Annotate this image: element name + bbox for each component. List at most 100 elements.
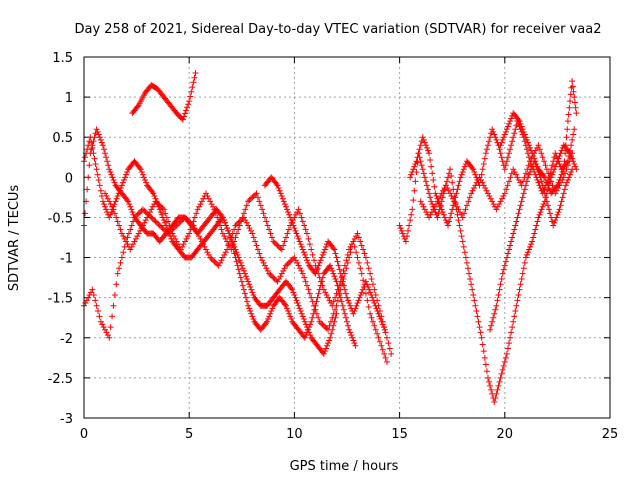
data-point — [295, 262, 302, 269]
data-point — [298, 214, 305, 221]
data-point — [408, 211, 415, 218]
data-point — [374, 308, 381, 315]
data-point — [116, 265, 123, 272]
data-point — [519, 194, 526, 201]
data-point — [468, 281, 475, 288]
data-point — [503, 254, 510, 261]
data-point — [339, 278, 346, 285]
data-point — [511, 226, 518, 233]
data-point — [423, 144, 430, 151]
data-point — [103, 154, 110, 161]
data-points — [81, 70, 580, 405]
data-point — [347, 249, 354, 256]
data-point — [134, 233, 141, 240]
data-point — [217, 259, 224, 266]
data-point — [96, 313, 103, 320]
data-point — [92, 297, 99, 304]
data-point — [405, 227, 412, 234]
data-point — [465, 198, 472, 205]
data-point — [520, 128, 527, 135]
data-point — [321, 348, 328, 355]
data-point — [239, 214, 246, 221]
data-point — [106, 198, 113, 205]
data-point — [478, 334, 485, 341]
data-point — [305, 235, 312, 242]
data-point — [547, 210, 554, 217]
data-point — [253, 190, 260, 197]
data-point — [420, 170, 427, 177]
data-point — [500, 266, 507, 273]
data-point — [174, 241, 181, 248]
data-point — [535, 142, 542, 149]
data-point — [97, 187, 104, 194]
data-point — [435, 210, 442, 217]
data-point — [466, 194, 473, 201]
data-point — [248, 286, 255, 293]
data-point — [247, 195, 254, 202]
data-point — [571, 160, 578, 167]
data-point — [350, 310, 357, 317]
data-point — [284, 206, 291, 213]
data-point — [492, 134, 499, 141]
data-point — [518, 123, 525, 130]
data-point — [333, 254, 340, 261]
data-point — [376, 313, 383, 320]
series-track-h — [407, 118, 578, 229]
data-point — [483, 368, 490, 375]
data-point — [92, 160, 99, 167]
data-point — [530, 152, 537, 159]
data-point — [508, 329, 515, 336]
data-point — [353, 302, 360, 309]
data-point — [134, 211, 141, 218]
data-point — [556, 206, 563, 213]
data-point — [279, 195, 286, 202]
data-point — [288, 217, 295, 224]
data-point — [297, 308, 304, 315]
data-point — [340, 267, 347, 274]
data-point — [297, 265, 304, 272]
data-point — [425, 186, 432, 193]
data-point — [543, 166, 550, 173]
data-point — [332, 250, 339, 257]
axis-ticks: 0 5 10 15 20 25 1.5 1 0.5 0 -0.5 -1 -1.5 -2 -2.5 -3 — [48, 51, 619, 442]
data-point — [332, 294, 339, 301]
data-point — [84, 146, 91, 153]
data-point — [158, 203, 165, 210]
data-point — [556, 177, 563, 184]
data-point — [139, 171, 146, 178]
data-point — [326, 297, 333, 304]
data-point — [292, 257, 299, 264]
data-point — [319, 282, 326, 289]
data-point — [502, 354, 509, 361]
data-point — [511, 313, 518, 320]
data-point — [184, 217, 191, 224]
data-point — [502, 258, 509, 265]
data-point — [403, 233, 410, 240]
data-point — [127, 203, 134, 210]
y-tick-label: 1 — [65, 91, 73, 106]
data-point — [462, 254, 469, 261]
data-point — [111, 210, 118, 217]
data-point — [459, 214, 466, 221]
data-point — [538, 178, 545, 185]
data-point — [432, 190, 439, 197]
data-point — [252, 238, 259, 245]
data-point — [422, 142, 429, 149]
data-point — [145, 211, 152, 218]
x-tick-label: 15 — [391, 427, 408, 442]
data-point — [294, 300, 301, 307]
data-point — [351, 308, 358, 315]
data-point — [117, 259, 124, 266]
data-point — [346, 326, 353, 333]
data-point — [243, 202, 250, 209]
data-point — [517, 179, 524, 186]
data-point — [423, 209, 430, 216]
data-point — [438, 190, 445, 197]
data-point — [281, 301, 288, 308]
data-point — [447, 166, 454, 173]
data-point — [212, 210, 219, 217]
data-point — [425, 147, 432, 154]
data-point — [247, 227, 254, 234]
data-point — [486, 193, 493, 200]
data-point — [211, 206, 218, 213]
